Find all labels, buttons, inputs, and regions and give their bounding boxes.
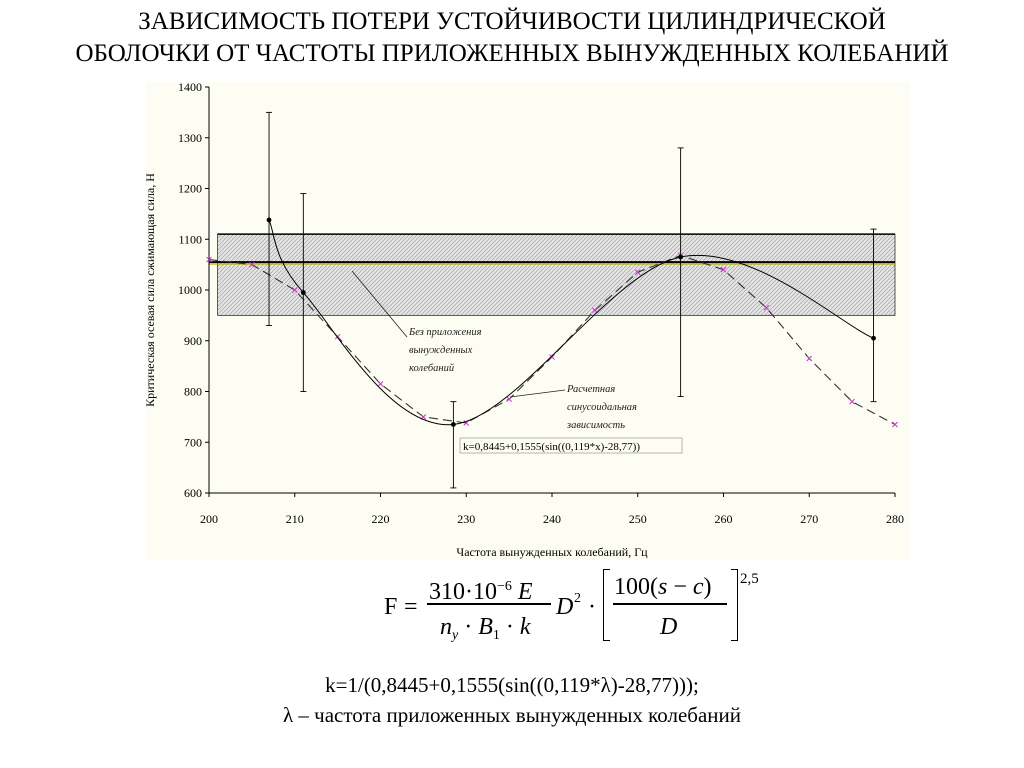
x-tick-label: 260	[715, 512, 733, 526]
formula-label-box	[459, 437, 683, 454]
formula-den-dot-1: ·	[464, 614, 473, 640]
formula-left-bracket	[603, 569, 610, 641]
formula-br-a: 100(	[614, 574, 658, 600]
title-line-2: ОБОЛОЧКИ ОТ ЧАСТОТЫ ПРИЛОЖЕННЫХ ВЫНУЖДЕН…	[75, 40, 949, 67]
formula-mid-exp: 2	[574, 591, 581, 606]
x-tick-label: 230	[457, 512, 475, 526]
calculated-point-marker	[377, 381, 384, 387]
formula-denominator: ny · B1 · k	[440, 615, 531, 648]
formula-den-b: B	[478, 614, 493, 640]
x-tick-label: 220	[372, 512, 390, 526]
y-tick-label: 1300	[178, 131, 202, 145]
experimental-point	[266, 217, 272, 223]
formula-num-coef: 310·10	[429, 579, 497, 605]
formula-bracket-denominator: D	[660, 614, 678, 640]
calculated-point-marker	[634, 269, 641, 276]
annotation-1-line-1: Без приложения	[408, 327, 482, 338]
annotation-2-line-3: зависимость	[566, 420, 625, 431]
y-tick-label: 600	[184, 486, 202, 500]
formula-mid-dot: ·	[588, 594, 596, 620]
formula-numerator: 310·10−6 E	[429, 575, 533, 604]
formula-den-n: n	[440, 614, 452, 640]
formula-br-s: s	[658, 574, 668, 600]
y-tick-label: 900	[184, 334, 202, 348]
formula-br-b: )	[703, 574, 712, 600]
formula-equals: =	[404, 594, 418, 620]
lambda-definition: λ – частота приложенных вынужденных коле…	[282, 703, 742, 727]
y-tick-label: 1200	[178, 182, 202, 196]
annotation-2-line-1: Расчетная	[566, 384, 615, 395]
calculated-point-marker	[291, 287, 298, 293]
title-line-1: ЗАВИСИМОСТЬ ПОТЕРИ УСТОЙЧИВОСТИ ЦИЛИНДРИ…	[138, 8, 886, 35]
buckling-force-formula: F = 310·10−6 E ny · B1 · k D 2 · 100(s −…	[384, 567, 784, 647]
annotation-1-line-2: вынужденных	[409, 345, 473, 356]
formula-mid-d: D	[556, 594, 574, 620]
formula-num-var: E	[517, 579, 533, 605]
calculated-point-marker	[892, 421, 898, 428]
annotation-leader-2	[509, 389, 566, 398]
calculated-point-marker	[849, 398, 855, 405]
x-tick-label: 240	[543, 512, 561, 526]
annotation-2-line-2: синусоидальная	[567, 402, 637, 413]
x-tick-label: 250	[629, 512, 647, 526]
y-tick-label: 700	[184, 435, 202, 449]
k-definition: k=1/(0,8445+0,1555(sin((0,119*λ)-28,77))…	[325, 673, 699, 697]
formula-den-b-sub: 1	[492, 628, 500, 643]
plot-background	[146, 82, 910, 560]
y-tick-label: 800	[184, 385, 202, 399]
formula-bracket-numerator: 100(s − c)	[614, 575, 712, 599]
calculated-point-marker	[720, 266, 727, 273]
formula-br-minus: −	[667, 574, 693, 600]
calculated-point-marker	[806, 355, 813, 362]
formula-den-k: k	[519, 614, 531, 640]
x-tick-label: 210	[286, 512, 304, 526]
calculated-point-marker	[592, 307, 598, 314]
x-axis-title: Частота вынужденных колебаний, Гц	[456, 545, 648, 559]
formula-right-bracket	[731, 569, 738, 641]
formula-fraction-bar	[427, 603, 551, 605]
tolerance-band	[217, 233, 896, 316]
x-tick-label: 200	[200, 512, 218, 526]
slide-title: ЗАВИСИМОСТЬ ПОТЕРИ УСТОЙЧИВОСТИ ЦИЛИНДРИ…	[0, 6, 1024, 70]
calculated-point-marker	[506, 396, 512, 402]
chart-formula-label: k=0,8445+0,1555(sin((0,119*x)-28,77))	[463, 441, 640, 453]
y-tick-label: 1400	[178, 80, 202, 94]
formula-power: 2,5	[740, 571, 759, 587]
x-tick-label: 270	[800, 512, 818, 526]
experimental-point	[450, 422, 456, 427]
formula-bracket-fraction-bar	[613, 603, 727, 605]
formula-den-n-sub: y	[452, 628, 459, 643]
annotation-1-line-3: колебаний	[409, 363, 455, 374]
calculated-point-marker	[249, 261, 255, 268]
formula-num-exp: −6	[497, 579, 512, 594]
formula-lhs: F	[384, 594, 398, 620]
annotation-leader-1	[351, 270, 408, 338]
y-tick-label: 1100	[178, 232, 202, 246]
formula-den-dot-2: ·	[505, 614, 514, 640]
calculated-point-marker	[763, 304, 770, 311]
formula-notes: k=1/(0,8445+0,1555(sin((0,119*λ)-28,77))…	[0, 670, 1024, 730]
calculated-point-marker	[549, 354, 555, 360]
formula-br-c: c	[692, 574, 704, 600]
y-axis-title: Критическая осевая сила сжимающая сила, …	[143, 173, 157, 407]
calculated-point-marker	[206, 256, 212, 263]
experimental-point	[300, 290, 306, 295]
experimental-point	[871, 335, 876, 341]
y-tick-label: 1000	[178, 283, 202, 297]
x-tick-label: 280	[886, 512, 904, 526]
experimental-point	[678, 254, 684, 260]
